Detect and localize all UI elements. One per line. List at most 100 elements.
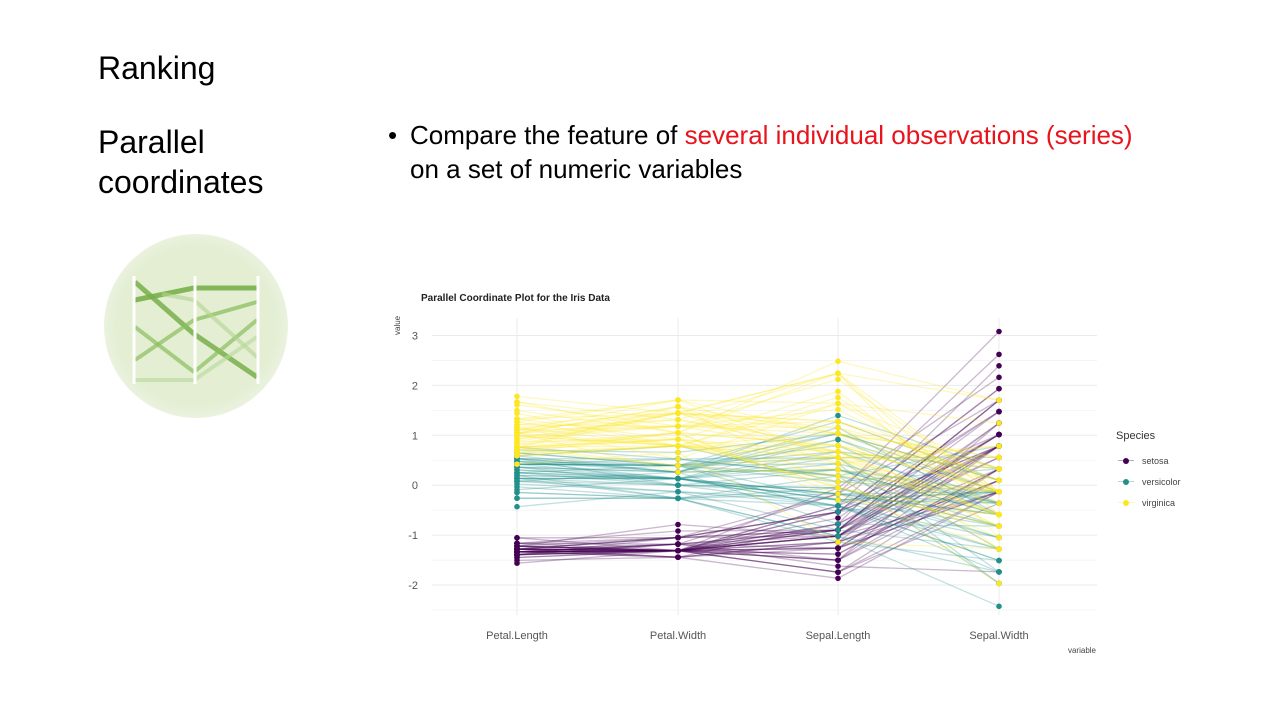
legend-title: Species — [1116, 430, 1156, 442]
data-point-versicolor — [675, 488, 681, 495]
data-point-versicolor — [996, 557, 1002, 564]
data-point-virginica — [835, 388, 841, 395]
data-point-virginica — [675, 449, 681, 456]
series-line-virginica — [516, 438, 1000, 527]
legend-key-setosa — [1118, 456, 1134, 466]
series-line-versicolor — [516, 457, 1000, 573]
series-line-versicolor — [516, 475, 1000, 584]
series-line-setosa — [516, 491, 1000, 553]
data-point-setosa — [675, 534, 681, 541]
data-point-virginica — [835, 400, 841, 407]
bullet-highlight: several individual observations (series) — [684, 120, 1133, 150]
series-line-virginica — [516, 445, 1000, 516]
chart-legend: Species setosa versicolor virginica — [1116, 430, 1216, 513]
data-point-virginica — [514, 393, 520, 400]
series-line-versicolor — [516, 460, 1000, 493]
y-axis-label: value — [393, 315, 402, 335]
data-point-versicolor — [835, 436, 841, 443]
series-line-versicolor — [516, 463, 1000, 504]
series-line-virginica — [516, 390, 1000, 516]
series-line-versicolor — [516, 477, 1000, 573]
data-point-virginica — [514, 453, 520, 459]
data-point-virginica — [996, 534, 1002, 541]
data-point-setosa — [835, 563, 841, 569]
data-point-setosa — [835, 575, 841, 582]
series-line-virginica — [516, 372, 1000, 421]
series-line-versicolor — [516, 497, 1000, 562]
data-point-virginica — [514, 461, 520, 467]
series-line-versicolor — [516, 474, 1000, 501]
series-line-versicolor — [516, 463, 1000, 584]
series-line-setosa — [516, 445, 1000, 552]
series-line-setosa — [516, 445, 1000, 552]
data-point-virginica — [835, 448, 841, 455]
series-line-setosa — [516, 399, 1000, 550]
data-point-virginica — [835, 358, 841, 364]
series-line-virginica — [516, 445, 1000, 493]
series-line-virginica — [516, 360, 1000, 434]
series-line-setosa — [516, 331, 1000, 550]
series-line-setosa — [516, 433, 1000, 552]
series-line-setosa — [516, 445, 1000, 552]
data-point-virginica — [835, 424, 841, 431]
series-line-versicolor — [516, 420, 1000, 481]
data-point-setosa — [996, 374, 1002, 381]
series-line-setosa — [516, 399, 1000, 539]
series-line-versicolor — [516, 451, 1000, 504]
series-line-virginica — [516, 399, 1000, 424]
series-line-setosa — [516, 456, 1000, 545]
data-point-versicolor — [514, 484, 520, 490]
series-line-setosa — [516, 399, 1000, 552]
series-line-virginica — [516, 432, 1000, 504]
data-point-virginica — [835, 466, 841, 473]
series-line-setosa — [516, 422, 1000, 564]
series-line-setosa — [516, 468, 1000, 556]
series-line-setosa — [516, 388, 1000, 545]
series-line-setosa — [516, 411, 1000, 550]
series-line-versicolor — [516, 469, 1000, 516]
series-line-virginica — [516, 445, 1000, 493]
data-point-virginica — [675, 430, 681, 436]
legend-key-versicolor — [1118, 477, 1134, 487]
data-point-setosa — [996, 351, 1002, 358]
series-line-versicolor — [516, 463, 1000, 516]
series-line-setosa — [516, 445, 1000, 552]
series-line-setosa — [516, 543, 1000, 573]
series-line-setosa — [516, 456, 1000, 553]
series-line-setosa — [516, 479, 1000, 552]
bullet-point: • Compare the feature of several individ… — [388, 118, 1148, 186]
data-point-virginica — [675, 397, 681, 403]
data-point-setosa — [835, 557, 841, 563]
data-point-virginica — [996, 500, 1002, 506]
data-point-virginica — [835, 473, 841, 479]
data-point-virginica — [996, 511, 1002, 518]
series-line-setosa — [516, 445, 1000, 561]
data-point-setosa — [835, 545, 841, 551]
series-line-setosa — [516, 433, 1000, 553]
data-point-versicolor — [514, 489, 520, 496]
data-point-virginica — [514, 421, 520, 428]
series-line-setosa — [516, 468, 1000, 559]
data-point-setosa — [675, 541, 681, 547]
data-point-virginica — [835, 497, 841, 503]
series-line-setosa — [516, 491, 1000, 558]
x-axis-label: variable — [1068, 646, 1097, 655]
series-line-virginica — [516, 408, 1000, 493]
series-line-setosa — [516, 433, 1000, 556]
series-line-virginica — [516, 425, 1000, 516]
data-point-versicolor — [514, 472, 520, 479]
bullet-text: Compare the feature of several individua… — [410, 118, 1148, 186]
series-line-virginica — [516, 425, 1000, 493]
data-point-virginica — [996, 477, 1002, 484]
data-point-setosa — [514, 549, 520, 555]
series-line-setosa — [516, 491, 1000, 553]
series-line-setosa — [516, 445, 1000, 553]
series-line-versicolor — [516, 432, 1000, 481]
series-line-setosa — [516, 479, 1000, 552]
data-point-virginica — [835, 406, 841, 413]
series-line-versicolor — [516, 472, 1000, 527]
series-line-versicolor — [516, 486, 1000, 562]
series-line-versicolor — [516, 452, 1000, 550]
data-point-virginica — [835, 394, 841, 401]
series-line-setosa — [516, 491, 1000, 579]
